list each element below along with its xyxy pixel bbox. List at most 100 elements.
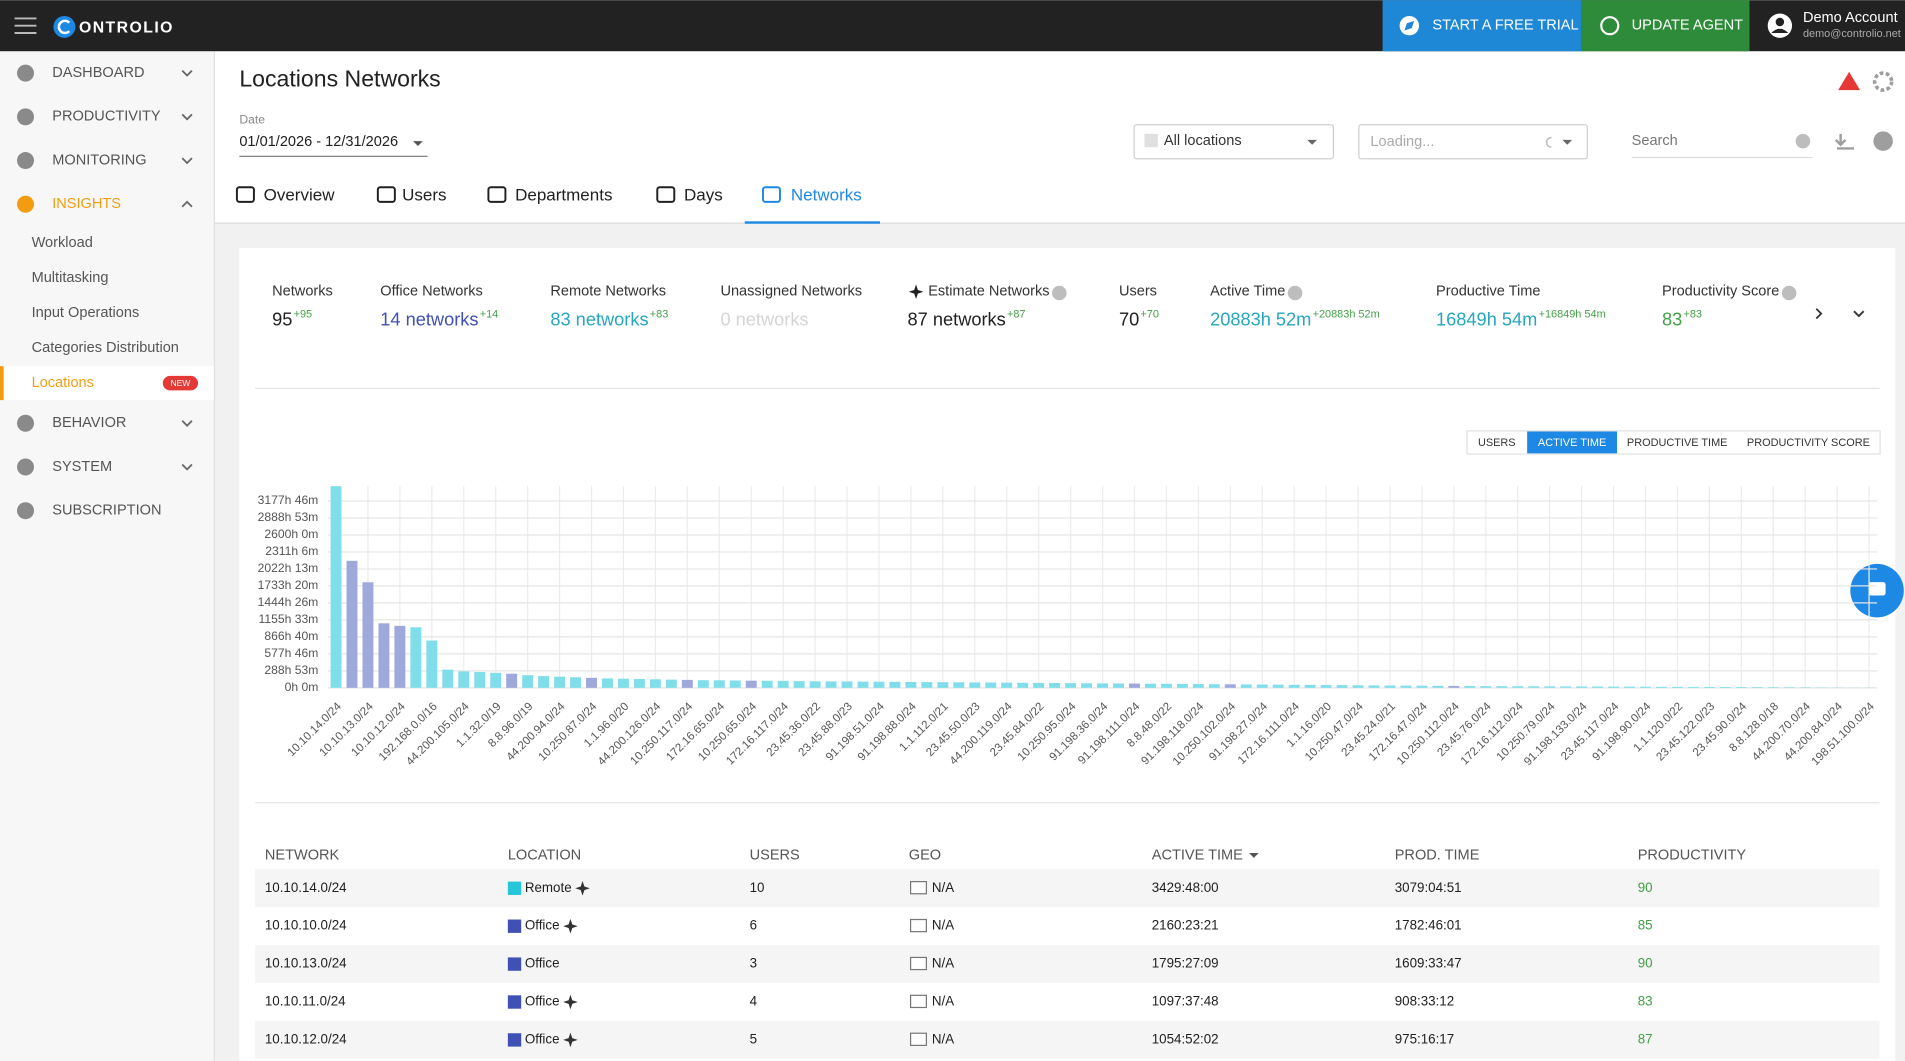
bar: [617, 678, 629, 688]
cell: 2160:23:21: [1152, 918, 1219, 933]
sidebar-icon: [17, 502, 35, 520]
bar: [1033, 682, 1045, 688]
date-value[interactable]: 01/01/2026 - 12/31/2026: [239, 134, 398, 150]
stat-value: 16849h 54m: [1436, 310, 1537, 330]
cell: 1054:52:02: [1152, 1031, 1219, 1046]
update-button[interactable]: [1581, 0, 1750, 52]
tab[interactable]: Overview: [264, 185, 336, 204]
stat-delta: +83: [1683, 309, 1702, 321]
bar: [378, 623, 390, 688]
stat-help[interactable]: [1052, 285, 1067, 301]
bar: [633, 679, 645, 688]
cell: 10.10.12.0/24: [265, 1031, 347, 1046]
badge-label: NEW: [170, 378, 190, 388]
stat-label: Active Time: [1210, 284, 1285, 300]
account-name[interactable]: Demo Account: [1803, 10, 1898, 26]
stat-delta: +16849h 54m: [1539, 309, 1606, 321]
download-icon[interactable]: [1834, 133, 1854, 150]
toggle-option[interactable]: PRODUCTIVITY SCORE: [1747, 437, 1870, 449]
toggle-option[interactable]: ACTIVE TIME: [1538, 437, 1606, 449]
bar: [1017, 682, 1029, 688]
toggle-option[interactable]: USERS: [1478, 437, 1516, 449]
sidebar-item[interactable]: INSIGHTS: [52, 196, 121, 212]
search-info-icon[interactable]: [1795, 133, 1811, 149]
column-header[interactable]: ACTIVE TIME: [1152, 847, 1243, 863]
bar: [1719, 687, 1731, 688]
sidebar-item[interactable]: SYSTEM: [52, 459, 112, 475]
tab[interactable]: Networks: [791, 185, 862, 204]
sidebar-item[interactable]: PRODUCTIVITY: [52, 109, 161, 125]
row-bg: [255, 945, 1880, 984]
sidebar-item[interactable]: DASHBOARD: [52, 65, 144, 81]
column-header[interactable]: LOCATION: [508, 847, 581, 863]
bar: [1560, 686, 1572, 688]
column-header[interactable]: NETWORK: [265, 847, 340, 863]
chevron: [181, 463, 193, 471]
cell: 85: [1638, 918, 1653, 933]
tab-icon: [762, 186, 781, 203]
stat-help[interactable]: [1287, 285, 1303, 301]
sidebar-item[interactable]: BEHAVIOR: [52, 415, 126, 431]
bar: [649, 679, 661, 688]
sidebar-icon: [17, 152, 35, 170]
bar: [777, 680, 789, 688]
bar: [346, 560, 358, 688]
geo-flag: [909, 994, 927, 1009]
sidebar-item[interactable]: MONITORING: [52, 152, 146, 168]
chat-icon: [1868, 582, 1886, 596]
sidebar-subitem[interactable]: Categories Distribution: [32, 340, 179, 356]
menu-icon[interactable]: [14, 17, 37, 34]
loading-select[interactable]: [1358, 124, 1588, 160]
bar: [825, 681, 837, 688]
search-placeholder[interactable]: Search: [1632, 133, 1678, 149]
tab[interactable]: Days: [684, 185, 723, 204]
bar: [490, 672, 502, 688]
locations-select[interactable]: [1133, 124, 1334, 160]
stat-label: Remote Networks: [550, 284, 666, 300]
bar: [1336, 685, 1348, 688]
stat-help[interactable]: [1781, 285, 1797, 301]
tab[interactable]: Users: [402, 185, 446, 204]
bar: [1656, 686, 1667, 688]
help-icon[interactable]: [1873, 131, 1893, 151]
location-swatch: [507, 957, 522, 971]
cell: N/A: [932, 994, 954, 1009]
sidebar-icon: [17, 108, 35, 126]
bar: [1416, 685, 1428, 688]
column-header[interactable]: PRODUCTIVITY: [1638, 847, 1747, 863]
bar: [1192, 684, 1204, 688]
settings-icon[interactable]: [1872, 71, 1894, 92]
locations-label[interactable]: All locations: [1164, 133, 1242, 149]
sidebar-subitem[interactable]: Workload: [32, 235, 93, 251]
stats-expand[interactable]: [1853, 310, 1865, 318]
toggle-active[interactable]: [1527, 431, 1618, 454]
bar: [1224, 684, 1236, 688]
bar: [1624, 686, 1635, 688]
warning-icon[interactable]: [1838, 71, 1861, 91]
stat-delta: +70: [1140, 309, 1159, 321]
column-header[interactable]: GEO: [909, 847, 941, 863]
bar: [1129, 683, 1140, 688]
tab[interactable]: Departments: [515, 185, 612, 204]
trial-label[interactable]: START A FREE TRIAL: [1432, 18, 1578, 34]
bar: [905, 681, 917, 688]
sidebar-subitem[interactable]: Locations: [32, 375, 94, 391]
bar: [602, 678, 613, 688]
bar: [1240, 684, 1252, 688]
bar: [1528, 686, 1540, 688]
sidebar-icon: [17, 458, 35, 476]
stat-delta: +83: [650, 309, 669, 321]
bar: [793, 681, 805, 688]
cell: N/A: [932, 1031, 954, 1046]
update-label[interactable]: UPDATE AGENT: [1632, 18, 1743, 34]
column-header[interactable]: USERS: [750, 847, 800, 863]
sidebar-item[interactable]: SUBSCRIPTION: [52, 503, 161, 519]
column-header[interactable]: PROD. TIME: [1395, 847, 1480, 863]
toggle-option[interactable]: PRODUCTIVE TIME: [1627, 437, 1728, 449]
stats-next[interactable]: [1815, 308, 1823, 320]
bar: [1272, 684, 1284, 688]
sidebar-subitem[interactable]: Input Operations: [32, 305, 140, 321]
sidebar-subitem[interactable]: Multitasking: [32, 270, 109, 286]
